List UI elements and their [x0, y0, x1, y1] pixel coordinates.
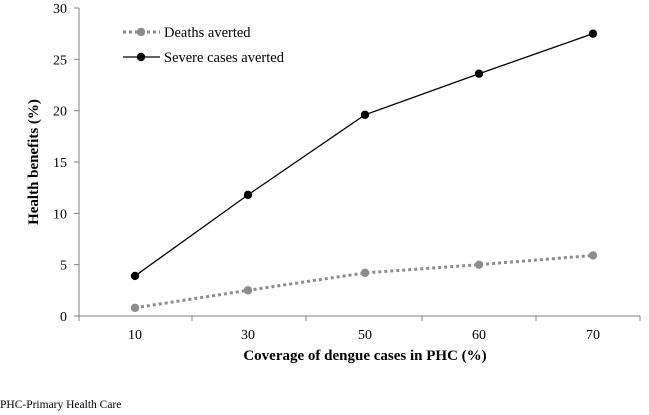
- data-point: [243, 286, 253, 295]
- data-point: [360, 110, 370, 119]
- legend-label: Deaths averted: [164, 25, 251, 41]
- series-deaths-averted: [130, 251, 598, 312]
- x-axis: 10 30 50 60 70: [78, 315, 641, 343]
- legend-label: Severe cases averted: [164, 50, 285, 66]
- y-tick-label: 15: [53, 156, 67, 171]
- x-tick-label: 10: [128, 328, 142, 343]
- y-axis: 0 5 10 15 20 25 30: [53, 2, 80, 325]
- x-axis-title: Coverage of dengue cases in PHC (%): [243, 348, 486, 364]
- y-tick-label: 20: [53, 105, 67, 120]
- series-layer: [130, 29, 598, 312]
- data-point: [243, 190, 253, 200]
- legend-swatch-marker: [136, 52, 146, 62]
- data-point: [588, 29, 598, 38]
- legend-swatch-marker: [136, 27, 146, 37]
- line-chart: 0 5 10 15 20 25 30 10 30 50 60 70 Deaths averted Se…: [26, 2, 641, 364]
- data-point: [588, 251, 598, 260]
- x-tick-label: 50: [358, 328, 372, 343]
- x-tick-label: 30: [241, 328, 255, 343]
- x-tick-label: 70: [586, 328, 600, 343]
- y-tick-label: 0: [60, 310, 67, 325]
- series-line: [134, 253, 594, 310]
- x-tick-label: 60: [472, 328, 486, 343]
- y-tick-label: 5: [60, 259, 67, 274]
- series-severe-cases-averted: [130, 29, 598, 281]
- footnote: PHC-Primary Health Care: [0, 399, 122, 411]
- data-point: [474, 260, 484, 269]
- y-tick-label: 10: [53, 207, 67, 222]
- legend: Deaths averted Severe cases averted: [123, 25, 285, 66]
- data-point: [474, 69, 484, 78]
- y-axis-title: Health benefits (%): [26, 99, 42, 225]
- y-tick-label: 30: [53, 2, 67, 17]
- data-point: [130, 271, 140, 281]
- series-line: [134, 33, 594, 277]
- data-point: [360, 268, 370, 278]
- data-point: [130, 303, 140, 312]
- y-tick-label: 25: [53, 53, 67, 68]
